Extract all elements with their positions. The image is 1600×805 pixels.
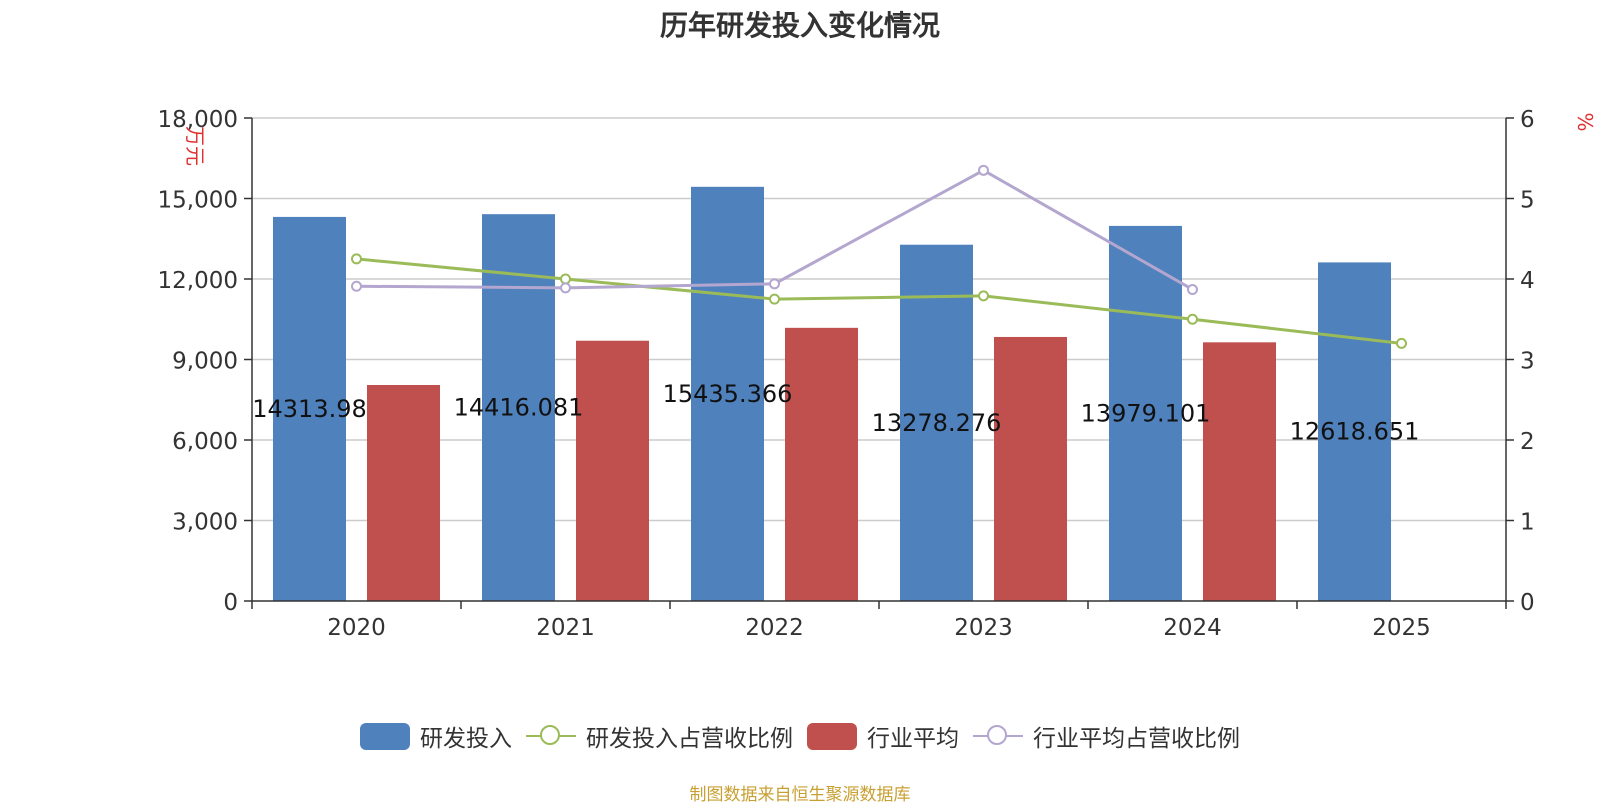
- legend-swatch: [973, 723, 1023, 749]
- legend-label: 行业平均: [867, 726, 959, 752]
- source-note: 制图数据来自恒生聚源数据库: [689, 785, 911, 805]
- x-tick-label: 2024: [1163, 615, 1222, 641]
- y-left-tick-label: 3,000: [172, 510, 238, 536]
- legend-item-industry-ratio[interactable]: 行业平均占营收比例: [973, 719, 1240, 753]
- y-left-tick-label: 15,000: [158, 188, 238, 214]
- line-point[interactable]: [769, 293, 780, 305]
- y-left-axis-title: 万元: [183, 126, 207, 166]
- y-left-tick-label: 6,000: [172, 429, 238, 455]
- y-right-tick-label: 2: [1520, 429, 1535, 455]
- legend-item-industry-average[interactable]: 行业平均: [807, 719, 959, 753]
- bar-data-label: 12618.651: [1290, 418, 1420, 446]
- bar-data-label: 13979.101: [1081, 399, 1211, 427]
- axes: 0 3,000 6,000 9,000 12,000 15,000 18,000 0 1 2 3 4 5…: [158, 107, 1597, 641]
- x-tick-label: 2022: [745, 615, 804, 641]
- line-point[interactable]: [978, 164, 989, 176]
- line-point[interactable]: [560, 273, 571, 285]
- grid-lines: [252, 117, 1506, 522]
- y-right-tick-label: 6: [1520, 107, 1535, 133]
- y-right-tick-label: 0: [1520, 590, 1535, 616]
- x-tick-label: 2023: [954, 615, 1013, 641]
- x-tick-label: 2021: [536, 615, 595, 641]
- line-rd-ratio: [356, 257, 1402, 345]
- bar-industry-average[interactable]: [367, 384, 440, 601]
- legend-swatch: [360, 722, 410, 750]
- line-point[interactable]: [978, 290, 989, 302]
- legend: 研发投入 研发投入占营收比例 行业平均 行业平均占营收比例: [0, 718, 1600, 754]
- bar-industry-average[interactable]: [1203, 342, 1276, 601]
- line-point[interactable]: [351, 280, 362, 292]
- bar-rd-investment[interactable]: [1318, 262, 1391, 601]
- bar-series: [273, 186, 1391, 602]
- chart-title: 历年研发投入变化情况: [659, 9, 940, 42]
- y-right-axis-title: %: [1573, 112, 1597, 131]
- bar-industry-average[interactable]: [576, 340, 649, 601]
- bar-data-label: 15435.366: [663, 380, 793, 408]
- data-labels: 14313.98 14416.081 15435.366 13278.276 13979…: [252, 380, 1419, 446]
- y-right-tick-label: 5: [1520, 188, 1535, 214]
- x-tick-label: 2025: [1372, 615, 1431, 641]
- bar-rd-investment[interactable]: [482, 214, 555, 601]
- bar-data-label: 14313.98: [252, 395, 367, 423]
- legend-swatch: [807, 722, 857, 750]
- legend-label: 行业平均占营收比例: [1033, 726, 1240, 752]
- legend-label: 研发投入占营收比例: [586, 726, 793, 752]
- bar-rd-investment[interactable]: [691, 186, 764, 601]
- bar-industry-average[interactable]: [994, 336, 1067, 601]
- bar-industry-average[interactable]: [785, 327, 858, 601]
- y-left-tick-label: 9,000: [172, 349, 238, 375]
- line-point[interactable]: [769, 278, 780, 290]
- line-point[interactable]: [1187, 313, 1198, 325]
- y-right-tick-label: 3: [1520, 349, 1535, 375]
- line-point[interactable]: [1187, 283, 1198, 295]
- y-left-tick-label: 18,000: [158, 107, 238, 133]
- bar-rd-investment[interactable]: [1109, 225, 1182, 602]
- line-series: [351, 164, 1407, 349]
- legend-swatch: [526, 723, 576, 749]
- y-right-tick-label: 1: [1520, 510, 1535, 536]
- x-tick-label: 2020: [327, 615, 386, 641]
- y-right-tick-label: 4: [1520, 268, 1535, 294]
- bar-rd-investment[interactable]: [900, 244, 973, 602]
- bar-data-label: 13278.276: [872, 409, 1002, 437]
- legend-item-rd-ratio[interactable]: 研发投入占营收比例: [526, 719, 793, 753]
- line-point[interactable]: [1396, 337, 1407, 349]
- y-left-tick-label: 0: [223, 590, 238, 616]
- y-left-tick-label: 12,000: [158, 268, 238, 294]
- bar-rd-investment[interactable]: [273, 216, 346, 601]
- legend-item-rd-investment[interactable]: 研发投入: [360, 719, 512, 753]
- line-point[interactable]: [560, 282, 571, 294]
- bar-data-label: 14416.081: [454, 394, 584, 422]
- legend-label: 研发投入: [420, 726, 512, 752]
- line-point[interactable]: [351, 253, 362, 265]
